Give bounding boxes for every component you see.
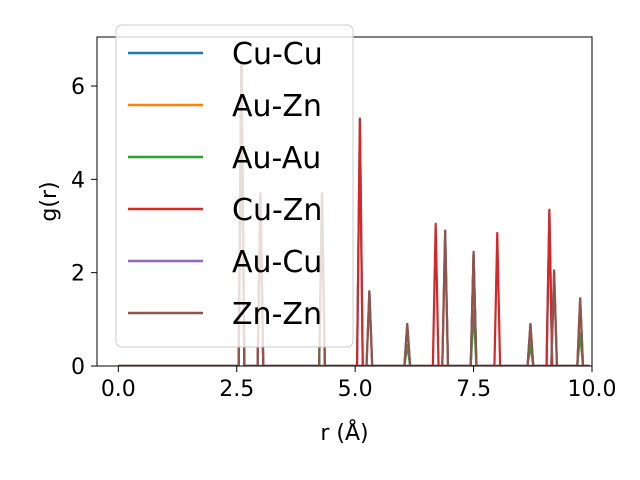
legend: Cu-Cu Au-Zn Au-Au Cu-Zn Au-Cu Zn-Zn [115,24,354,348]
x-tick-label: 7.5 [456,377,491,402]
y-tick-label: 0 [71,355,85,380]
legend-label: Au-Zn [232,89,322,124]
x-tick-label: 10.0 [568,377,617,402]
legend-label: Cu-Cu [232,37,323,72]
y-axis: 0 2 4 6 [71,75,97,380]
x-axis-title: r (Å) [320,419,368,446]
x-tick-label: 5.0 [338,377,373,402]
y-tick-label: 4 [71,168,85,193]
y-tick-label: 2 [71,262,85,287]
x-tick-label: 2.5 [219,377,254,402]
legend-label: Au-Au [232,141,321,176]
legend-label: Au-Cu [232,245,322,280]
legend-label: Cu-Zn [232,193,322,228]
x-tick-label: 0.0 [101,377,136,402]
y-axis-title: g(r) [37,181,62,221]
x-axis: 0.0 2.5 5.0 7.5 10.0 [101,366,617,402]
legend-label: Zn-Zn [232,297,322,332]
y-tick-label: 6 [71,75,85,100]
